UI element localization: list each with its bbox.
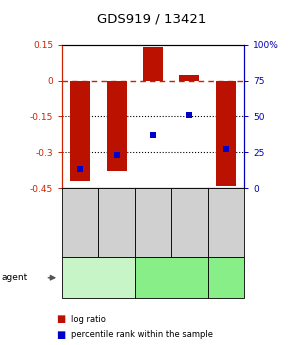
Text: aza-dC,
TSA: aza-dC, TSA	[211, 268, 240, 287]
Bar	[216, 81, 236, 186]
Text: GSM27521: GSM27521	[76, 202, 85, 243]
Text: GSM27523: GSM27523	[221, 202, 230, 243]
Bar	[107, 81, 127, 171]
Text: GSM27530: GSM27530	[185, 202, 194, 243]
Text: ■: ■	[56, 330, 65, 339]
Text: GSM27527: GSM27527	[112, 202, 121, 243]
Text: TSA: TSA	[163, 273, 179, 282]
Bar	[70, 81, 90, 181]
Bar	[179, 75, 199, 81]
Text: agent: agent	[2, 273, 28, 282]
Bar	[143, 47, 163, 81]
Text: GDS919 / 13421: GDS919 / 13421	[97, 12, 206, 26]
Text: percentile rank within the sample: percentile rank within the sample	[71, 330, 213, 339]
Text: log ratio: log ratio	[71, 315, 106, 324]
Text: ■: ■	[56, 314, 65, 324]
Text: GSM27522: GSM27522	[148, 202, 158, 243]
Text: aza-dC: aza-dC	[84, 273, 113, 282]
